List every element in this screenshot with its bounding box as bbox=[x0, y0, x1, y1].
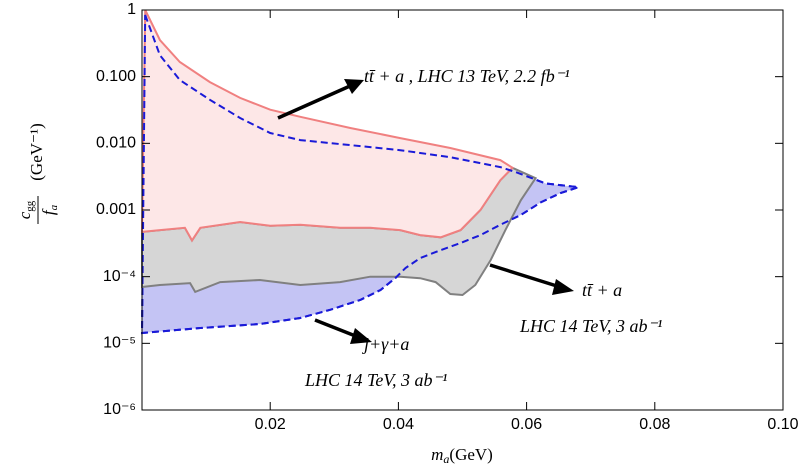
arrow bbox=[489, 263, 561, 289]
x-label-unit: (GeV) bbox=[449, 445, 492, 464]
y-tick-label: 10⁻⁴ bbox=[103, 268, 136, 285]
region bbox=[140, 9, 515, 243]
arrow-head bbox=[350, 328, 372, 344]
y-label-den-sub: a bbox=[48, 204, 60, 210]
x-tick-label: 0.10 bbox=[767, 416, 798, 433]
arrow-head bbox=[344, 79, 364, 94]
y-label-unit: (GeV⁻¹) bbox=[27, 123, 46, 181]
y-label-numerator: cgg bbox=[15, 200, 36, 219]
x-tick-label: 0.06 bbox=[511, 416, 542, 433]
annotation: LHC 14 TeV, 3 ab⁻¹ bbox=[304, 370, 447, 390]
y-tick-label: 1 bbox=[127, 1, 136, 18]
x-tick-label: 0.04 bbox=[383, 416, 414, 433]
arrow bbox=[314, 318, 359, 339]
arrow bbox=[277, 84, 351, 120]
y-tick-label: 0.010 bbox=[96, 135, 136, 152]
annotation: tt̄ + a , LHC 13 TeV, 2.2 fb⁻¹ bbox=[364, 66, 570, 86]
x-label-symbol: m bbox=[431, 445, 443, 464]
arrows bbox=[277, 79, 574, 344]
x-axis-label: ma(GeV) bbox=[431, 445, 493, 466]
x-label-subscript: a bbox=[443, 452, 449, 466]
x-tick-label: 0.02 bbox=[255, 416, 286, 433]
annotation: j+γ+a bbox=[362, 334, 409, 354]
x-tick-label: 0.08 bbox=[639, 416, 670, 433]
y-label-denominator: fa bbox=[39, 204, 60, 215]
y-label-num-symbol: c bbox=[15, 211, 34, 219]
arrow-head bbox=[552, 279, 574, 295]
annotation: tt̄ + a bbox=[582, 280, 622, 300]
y-tick-label: 0.100 bbox=[96, 68, 136, 85]
y-tick-label: 10⁻⁶ bbox=[103, 401, 136, 418]
y-tick-label: 0.001 bbox=[96, 201, 136, 218]
y-tick-label: 10⁻⁵ bbox=[103, 335, 136, 352]
annotation: LHC 14 TeV, 3 ab⁻¹ bbox=[519, 316, 662, 336]
y-label-num-sub: gg bbox=[24, 200, 36, 212]
y-label-den-symbol: f bbox=[39, 208, 58, 215]
